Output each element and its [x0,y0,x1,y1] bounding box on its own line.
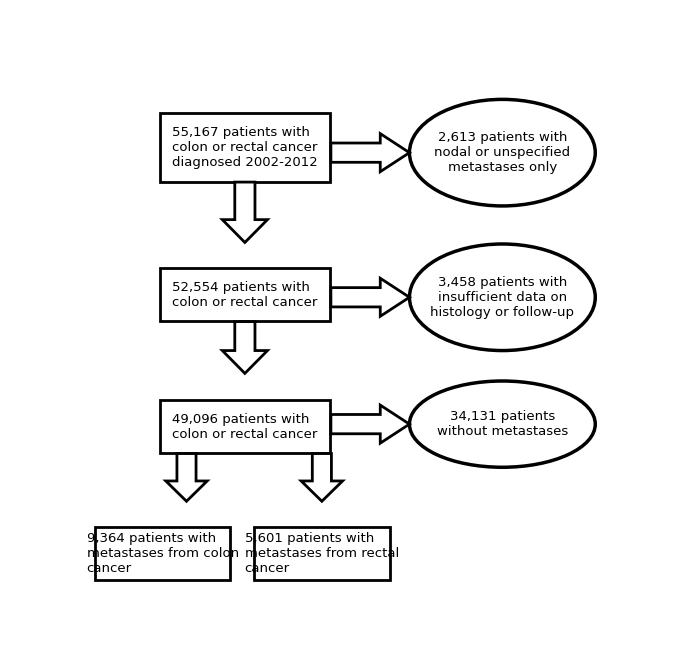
Polygon shape [331,134,410,172]
Ellipse shape [410,100,595,206]
Text: 5,601 patients with
metastases from rectal
cancer: 5,601 patients with metastases from rect… [245,532,399,575]
FancyBboxPatch shape [254,527,390,580]
Ellipse shape [410,244,595,351]
Polygon shape [331,278,410,316]
FancyBboxPatch shape [160,113,329,182]
FancyBboxPatch shape [95,527,230,580]
Text: 55,167 patients with
colon or rectal cancer
diagnosed 2002-2012: 55,167 patients with colon or rectal can… [172,126,318,169]
Text: 9,364 patients with
metastases from colon
cancer: 9,364 patients with metastases from colo… [86,532,238,575]
Polygon shape [331,405,410,443]
Polygon shape [223,322,267,374]
FancyBboxPatch shape [160,400,329,453]
Polygon shape [301,453,342,501]
Text: 52,554 patients with
colon or rectal cancer: 52,554 patients with colon or rectal can… [172,281,318,308]
Text: 3,458 patients with
insufficient data on
histology or follow-up: 3,458 patients with insufficient data on… [430,275,574,319]
Text: 49,096 patients with
colon or rectal cancer: 49,096 patients with colon or rectal can… [172,413,318,441]
Polygon shape [166,453,207,501]
Polygon shape [223,182,267,243]
Ellipse shape [410,381,595,467]
Text: 2,613 patients with
nodal or unspecified
metastases only: 2,613 patients with nodal or unspecified… [434,131,571,174]
FancyBboxPatch shape [160,268,329,322]
Text: 34,131 patients
without metastases: 34,131 patients without metastases [437,410,568,438]
